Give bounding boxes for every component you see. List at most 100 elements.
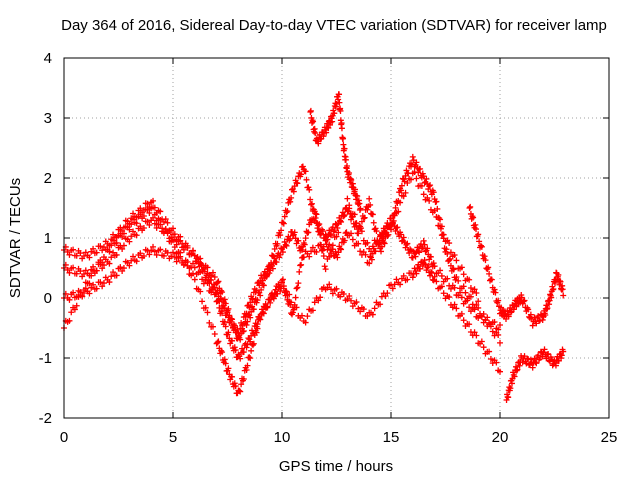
data-point [86, 280, 93, 287]
data-point [455, 277, 462, 284]
data-point [527, 311, 534, 318]
data-point [460, 283, 467, 290]
data-point [204, 270, 211, 277]
data-point [518, 294, 525, 301]
data-point [482, 257, 489, 264]
data-point [324, 284, 331, 291]
data-point [495, 332, 502, 339]
data-point [197, 288, 204, 295]
data-point [249, 295, 256, 302]
data-point [93, 285, 100, 292]
data-point [97, 243, 104, 250]
data-point [477, 310, 484, 317]
data-point [177, 237, 184, 244]
data-point [294, 284, 301, 291]
data-point [480, 344, 487, 351]
data-point [444, 250, 451, 257]
data-point [291, 229, 298, 236]
data-point [430, 277, 437, 284]
data-point [280, 283, 287, 290]
data-point [338, 125, 345, 132]
data-point [334, 254, 341, 261]
data-point [416, 249, 423, 256]
data-point [323, 129, 330, 136]
data-point [317, 231, 324, 238]
data-point [492, 289, 499, 296]
data-point [493, 359, 500, 366]
data-point [266, 296, 273, 303]
data-point [150, 204, 157, 211]
data-point [425, 263, 432, 270]
data-point [110, 231, 117, 238]
data-point [388, 226, 394, 233]
data-point [315, 297, 322, 304]
data-point [367, 253, 374, 260]
data-point [453, 257, 460, 264]
data-point [451, 301, 458, 308]
data-point [162, 226, 169, 233]
data-point [279, 249, 286, 256]
data-point [73, 252, 80, 259]
data-point [237, 325, 244, 332]
x-tick-label: 25 [601, 429, 618, 446]
data-point [532, 359, 539, 366]
data-point [360, 306, 367, 313]
data-point [110, 237, 117, 244]
data-point [153, 251, 160, 258]
data-point [298, 171, 305, 178]
data-point [458, 310, 465, 317]
data-point [97, 279, 104, 286]
data-point [314, 220, 321, 227]
data-point [113, 239, 120, 246]
data-point [150, 243, 157, 250]
data-point [341, 237, 348, 244]
data-point [93, 249, 100, 256]
data-point [505, 313, 512, 320]
data-point [179, 257, 186, 264]
data-point [451, 251, 458, 258]
data-point [293, 285, 300, 292]
data-point [271, 246, 278, 253]
data-point [491, 319, 498, 326]
data-point [389, 219, 396, 226]
y-axis-label: SDTVAR / TECUs [7, 178, 24, 298]
data-point [273, 259, 280, 266]
data-point [329, 118, 336, 125]
data-point [126, 262, 133, 269]
data-point [214, 279, 221, 286]
data-point [77, 250, 84, 257]
data-point [341, 145, 348, 152]
y-tick-label: 0 [44, 290, 52, 307]
data-point [240, 327, 247, 334]
data-point [310, 118, 317, 125]
data-point [66, 317, 73, 324]
data-point [133, 258, 140, 265]
data-point [342, 206, 349, 213]
data-point [364, 239, 371, 246]
data-point [238, 381, 245, 388]
data-point [247, 314, 254, 321]
data-point [340, 212, 347, 219]
data-point [357, 308, 364, 315]
data-point [278, 245, 285, 252]
data-point [231, 322, 238, 329]
x-axis-label: GPS time / hours [279, 458, 393, 475]
data-point [473, 226, 480, 233]
data-point [113, 272, 120, 279]
data-point [344, 163, 351, 170]
data-point [137, 205, 144, 212]
data-point [354, 193, 361, 200]
data-point [341, 212, 348, 219]
data-point [473, 301, 480, 308]
data-point [242, 313, 249, 320]
data-point [151, 248, 158, 255]
y-tick-label: 4 [44, 50, 52, 67]
data-point [340, 141, 347, 148]
data-point [243, 310, 250, 317]
data-point [269, 265, 276, 272]
data-point [113, 251, 120, 258]
data-point [353, 220, 360, 227]
series-trace-7 [503, 346, 567, 403]
data-point [372, 225, 379, 232]
data-point [357, 205, 364, 212]
